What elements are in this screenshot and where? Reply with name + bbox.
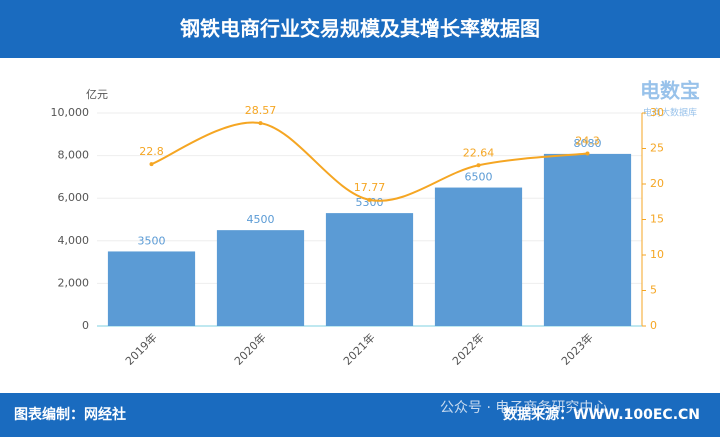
line-value-label: 17.77 (354, 181, 386, 194)
line-point (476, 163, 481, 168)
y-tick-label: 2,000 (58, 276, 90, 289)
line-point (149, 162, 154, 167)
line-value-label: 28.57 (245, 104, 277, 117)
footer-bar (0, 393, 720, 437)
footer-credit: 图表编制：网经社 (14, 406, 126, 423)
line-point (367, 197, 372, 202)
line-point (585, 151, 590, 156)
bar-value-label: 8080 (574, 137, 602, 150)
bar-value-label: 3500 (138, 234, 166, 247)
y2-tick-label: 5 (650, 284, 657, 297)
y-tick-label: 0 (82, 319, 89, 332)
y-tick-label: 4,000 (58, 234, 90, 247)
y-tick-label: 10,000 (51, 106, 90, 119)
header-bar (0, 0, 720, 58)
chart-title: 钢铁电商行业交易规模及其增长率数据图 (180, 17, 540, 41)
footer-source: 数据来源：WWW.100EC.CN (503, 406, 700, 423)
logo-subtitle: 电商大数据库 (643, 107, 697, 119)
y-axis-label: 亿元 (86, 88, 108, 101)
y2-tick-label: 0 (650, 319, 657, 332)
bar-value-label: 4500 (247, 213, 275, 226)
y-tick-label: 8,000 (58, 149, 90, 162)
bar (543, 153, 632, 326)
line-point (258, 121, 263, 126)
y2-tick-label: 15 (650, 213, 664, 226)
y2-tick-label: 25 (650, 142, 664, 155)
logo-name: 电数宝 (640, 79, 700, 103)
bar-value-label: 6500 (465, 171, 493, 184)
y2-tick-label: 30 (650, 106, 664, 119)
bar (325, 213, 414, 326)
y2-tick-label: 20 (650, 177, 664, 190)
bar-value-label: 5300 (356, 196, 384, 209)
line-value-label: 22.8 (139, 145, 164, 158)
line-value-label: 22.64 (463, 146, 495, 159)
bar (434, 187, 523, 326)
line-value-label: 24.3 (575, 134, 600, 147)
y-tick-label: 6,000 (58, 191, 90, 204)
bar (107, 251, 196, 326)
watermark: 公众号 · 电子商务研究中心 (440, 400, 607, 416)
y2-tick-label: 10 (650, 248, 664, 261)
bar (216, 230, 305, 326)
